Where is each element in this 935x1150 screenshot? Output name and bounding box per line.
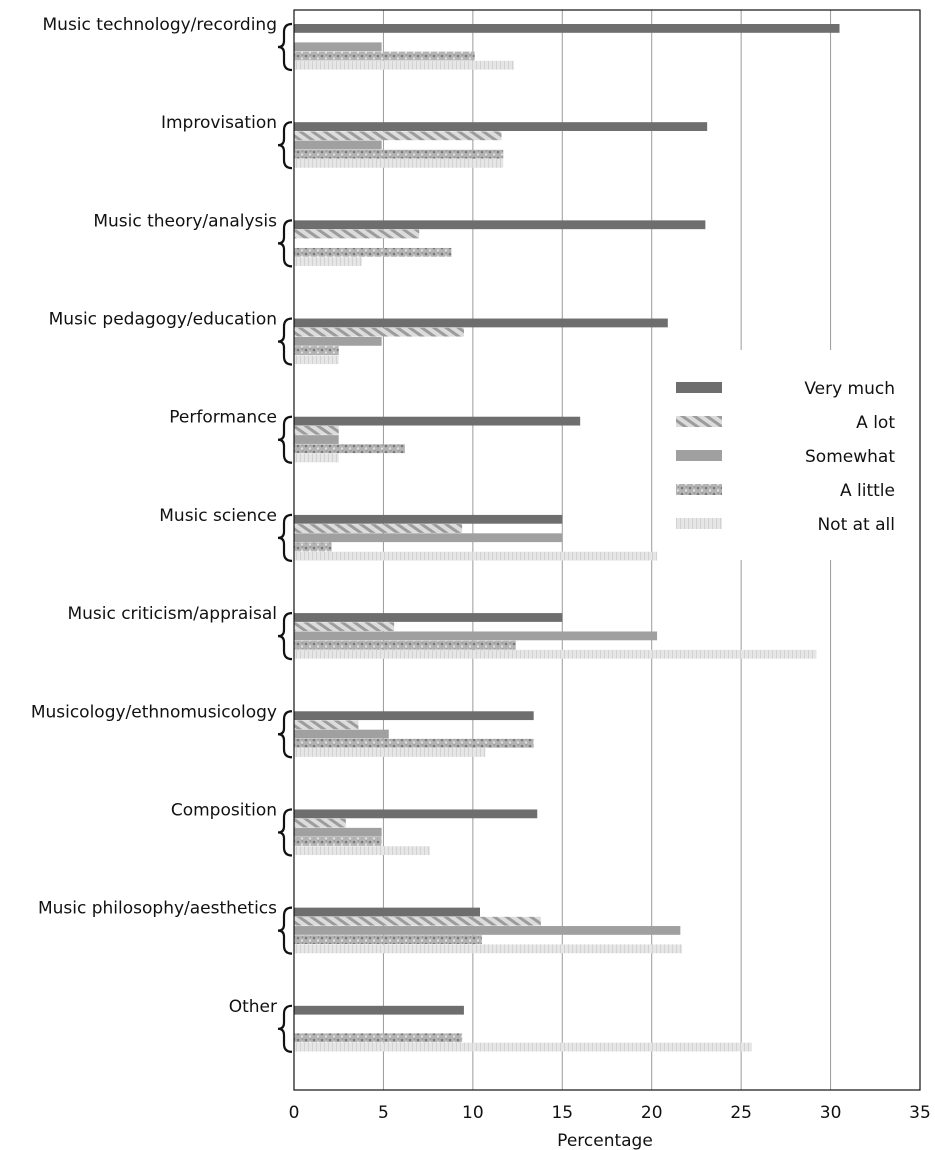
bar [294,926,681,935]
x-tick-label: 15 [551,1103,573,1123]
bar [294,827,382,837]
x-tick-label: 30 [820,1103,842,1123]
bar [294,613,563,622]
bar [294,346,339,355]
legend-swatch [676,382,722,393]
category-label: Composition [171,800,277,820]
legend-label: A little [840,481,895,501]
bar [294,935,482,945]
category-label: Music theory/analysis [93,211,277,231]
category-brace [277,1004,293,1053]
bar [294,748,486,757]
legend-swatch [676,450,722,461]
x-tick-label: 20 [641,1103,663,1123]
plot-frame [293,9,921,1091]
bar [294,514,563,524]
bar [294,229,420,239]
bar [294,336,382,346]
bar [294,944,683,954]
category-label: Improvisation [161,113,277,133]
bar [294,809,538,819]
bar [294,818,346,828]
bar [294,327,464,337]
bar [294,257,362,266]
x-tick-label: 10 [462,1103,484,1123]
bar [294,131,502,141]
legend: Very much A lot Somewhat A little Not at all [676,379,895,535]
bar [294,42,382,52]
category-label: Other [229,997,277,1017]
bar [294,1005,464,1015]
category-brace [277,710,293,759]
bar [294,220,706,230]
bar [294,524,463,533]
bar [294,158,504,168]
category-brace [277,906,293,955]
bar [294,444,405,454]
bar [294,1033,463,1043]
category-label: Performance [169,408,277,428]
legend-swatch [676,518,722,529]
x-tick-label: 0 [289,1103,300,1123]
bar [294,551,658,561]
bar [294,916,541,926]
bar [294,122,708,131]
bar [294,1042,752,1052]
bar [294,649,817,659]
legend-swatch [676,416,722,427]
category-label: Music philosophy/aesthetics [38,899,277,919]
bar [294,247,452,257]
bar [294,837,382,846]
bar [294,60,514,70]
bar [294,622,395,632]
bar [294,453,339,463]
bar [294,846,430,856]
category-label: Musicology/ethnomusicology [31,702,277,722]
bar [294,729,389,739]
category-braces [277,22,293,1053]
bar [294,720,359,730]
category-label: Music technology/recording [43,15,278,35]
bar [294,318,668,328]
bar [294,711,534,721]
bar [294,542,332,552]
bar [294,907,481,917]
bar [294,140,382,150]
legend-swatch [676,484,722,495]
category-brace [277,415,293,464]
legend-label: A lot [856,413,895,433]
category-brace [277,317,293,366]
category-brace [277,808,293,857]
x-tick-label: 35 [909,1103,931,1123]
category-brace [277,121,293,170]
bar [294,355,339,365]
bar [294,425,339,435]
bar [294,631,658,641]
x-tick-label: 25 [730,1103,752,1123]
category-label: Music science [159,506,277,526]
x-axis-title: Percentage [557,1131,653,1150]
category-brace [277,22,293,72]
category-label: Music criticism/appraisal [67,604,277,624]
category-labels: Music technology/recording Improvisation M… [31,15,277,1017]
legend-label: Not at all [817,515,895,535]
bar [294,416,581,426]
x-tick-label: 5 [378,1103,389,1123]
bar [294,533,563,543]
legend-label: Very much [804,379,895,399]
bar [294,640,516,650]
bar [294,24,840,33]
category-brace [277,611,293,661]
bars [294,24,840,1052]
bar [294,738,534,748]
category-brace [277,219,293,268]
bar [294,51,475,61]
category-label: Music pedagogy/education [49,310,277,330]
bar [294,435,339,444]
legend-label: Somewhat [805,447,895,467]
bar [294,149,504,159]
category-brace [277,513,293,563]
x-tick-labels: 0 5 10 15 20 25 30 35 [289,1103,931,1123]
